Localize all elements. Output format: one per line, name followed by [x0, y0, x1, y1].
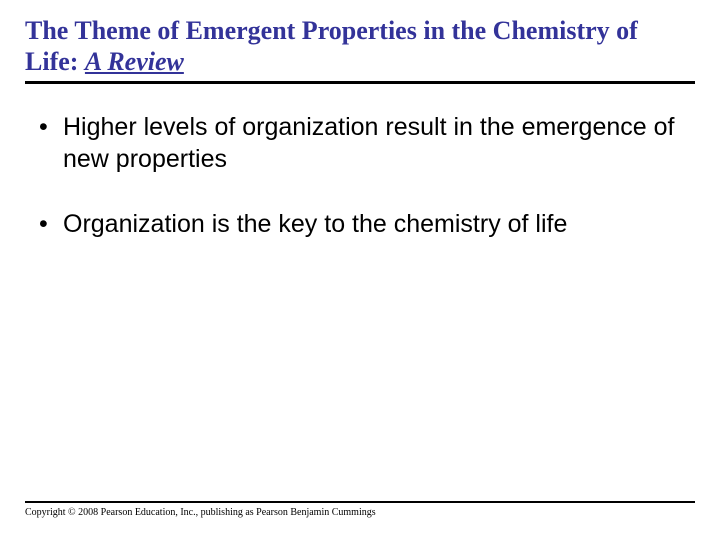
footer: Copyright © 2008 Pearson Education, Inc.…	[25, 501, 695, 518]
slide-title: The Theme of Emergent Properties in the …	[25, 15, 695, 77]
title-rule	[25, 81, 695, 84]
copyright-text: Copyright © 2008 Pearson Education, Inc.…	[25, 507, 695, 518]
footer-rule	[25, 501, 695, 503]
title-subtitle: A Review	[85, 47, 184, 76]
bullet-list: Higher levels of organization result in …	[25, 112, 695, 240]
slide-container: The Theme of Emergent Properties in the …	[0, 0, 720, 540]
list-item: Organization is the key to the chemistry…	[35, 209, 695, 240]
list-item: Higher levels of organization result in …	[35, 112, 695, 175]
